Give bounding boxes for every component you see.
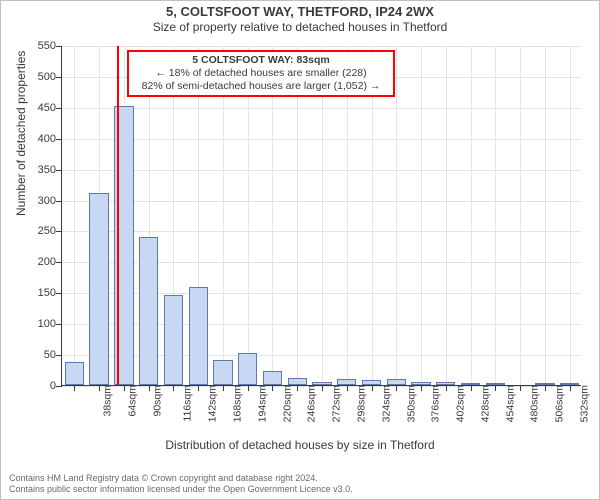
x-tick-label: 168sqm — [232, 385, 244, 422]
chart-title-main: 5, COLTSFOOT WAY, THETFORD, IP24 2WX — [1, 5, 599, 19]
x-axis-title: Distribution of detached houses by size … — [1, 438, 599, 452]
x-tick-label: 402sqm — [454, 385, 466, 422]
y-tick-label: 550 — [2, 40, 56, 52]
y-tick-label: 450 — [2, 102, 56, 114]
chart-container: 5, COLTSFOOT WAY, THETFORD, IP24 2WX Siz… — [0, 0, 600, 500]
x-tick-label: 38sqm — [102, 385, 114, 417]
x-tick-label: 532sqm — [578, 385, 590, 422]
x-tick-label: 246sqm — [306, 385, 318, 422]
y-tick-label: 300 — [2, 195, 56, 207]
footer-line-1: Contains HM Land Registry data © Crown c… — [9, 473, 353, 484]
x-tick-label: 298sqm — [355, 385, 367, 422]
x-tick-label: 116sqm — [181, 385, 193, 422]
legend-line-smaller: ← 18% of detached houses are smaller (22… — [135, 67, 387, 80]
x-tick-label: 480sqm — [529, 385, 541, 422]
y-tick-label: 250 — [2, 225, 56, 237]
y-tick-label: 350 — [2, 164, 56, 176]
x-tick-label: 428sqm — [479, 385, 491, 422]
y-tick-label: 50 — [2, 349, 56, 361]
x-tick-label: 194sqm — [256, 385, 268, 422]
y-tick-label: 0 — [2, 380, 56, 392]
x-tick-label: 324sqm — [380, 385, 392, 422]
legend-title: 5 COLTSFOOT WAY: 83sqm — [135, 54, 387, 67]
y-tick-label: 400 — [2, 133, 56, 145]
y-tick-label: 150 — [2, 287, 56, 299]
x-tick-label: 220sqm — [281, 385, 293, 422]
x-tick-label: 506sqm — [553, 385, 565, 422]
x-tick-label: 90sqm — [151, 385, 163, 417]
plot-area: 050100150200250300350400450500550 38sqm6… — [61, 46, 581, 386]
y-tick-label: 200 — [2, 256, 56, 268]
x-tick-label: 142sqm — [207, 385, 219, 422]
footer-line-2: Contains public sector information licen… — [9, 484, 353, 495]
footer-attribution: Contains HM Land Registry data © Crown c… — [9, 473, 353, 495]
legend-line-larger: 82% of semi-detached houses are larger (… — [135, 80, 387, 93]
property-marker-line — [117, 46, 119, 385]
y-tick-label: 500 — [2, 71, 56, 83]
legend-callout: 5 COLTSFOOT WAY: 83sqm ← 18% of detached… — [127, 50, 395, 97]
x-tick-label: 376sqm — [430, 385, 442, 422]
x-tick-label: 350sqm — [405, 385, 417, 422]
y-tick-label: 100 — [2, 318, 56, 330]
x-tick-label: 272sqm — [331, 385, 343, 422]
x-tick-label: 64sqm — [127, 385, 139, 417]
chart-title-sub: Size of property relative to detached ho… — [1, 21, 599, 34]
x-tick-label: 454sqm — [504, 385, 516, 422]
